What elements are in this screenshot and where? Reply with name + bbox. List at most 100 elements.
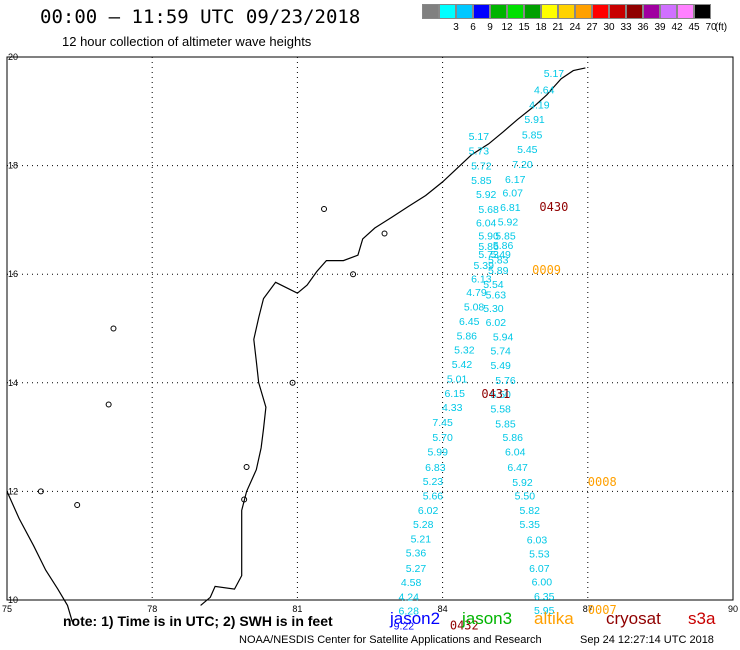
- wave-height-value: 6.28: [399, 606, 420, 618]
- wave-height-value: 4.64: [534, 84, 555, 96]
- map-title: 00:00 — 11:59 UTC 09/23/2018: [40, 6, 361, 28]
- wave-height-value: 6.07: [503, 188, 524, 200]
- color-scale-cell: [541, 4, 558, 19]
- pass-time-label: 0431: [481, 387, 510, 401]
- color-scale-label: 39: [654, 22, 666, 33]
- color-scale-label: 36: [637, 22, 649, 33]
- wave-height-value: 6.04: [505, 447, 526, 459]
- inland-water-body: [110, 325, 117, 332]
- color-scale-cell: [422, 4, 439, 19]
- wave-height-value: 5.86: [503, 432, 524, 444]
- wave-height-value: 5.83: [488, 254, 509, 266]
- wave-height-value: 4.24: [399, 592, 420, 604]
- inland-water-body: [241, 496, 248, 503]
- wave-height-value: 5.82: [520, 505, 541, 517]
- credit-line: NOAA/NESDIS Center for Satellite Applica…: [239, 634, 542, 646]
- color-scale-label: 9: [487, 22, 493, 33]
- wave-height-value: 5.39: [474, 260, 495, 272]
- color-scale-cell: [575, 4, 592, 19]
- wave-height-value: 4.33: [442, 402, 463, 414]
- wave-height-value: 5.36: [406, 548, 427, 560]
- inland-water-body: [350, 271, 357, 278]
- generated-timestamp: Sep 24 12:27:14 UTC 2018: [580, 634, 714, 646]
- wave-height-value: 5.90: [478, 230, 499, 242]
- inland-water-body: [74, 501, 81, 508]
- wave-height-value: 4.79: [466, 287, 487, 299]
- color-scale-cell: [439, 4, 456, 19]
- wave-height-value: 6.35: [534, 591, 555, 603]
- wave-height-value: 5.94: [493, 331, 514, 343]
- wave-height-value: 6.47: [507, 462, 528, 474]
- wave-height-value: 9.22: [394, 620, 415, 632]
- color-scale-cell: [558, 4, 575, 19]
- wave-height-value: 5.95: [534, 605, 555, 617]
- color-scale-cell: [626, 4, 643, 19]
- wave-height-value: 6.02: [486, 317, 507, 329]
- pass-time-label: 0008: [588, 475, 617, 489]
- color-scale-cell: [456, 4, 473, 19]
- latitude-tick-label: 16: [8, 269, 18, 279]
- wave-height-value: 5.58: [490, 404, 511, 416]
- color-scale-cell: [694, 4, 711, 19]
- pass-time-label: 0007: [588, 603, 617, 617]
- wave-height-value: 5.53: [529, 549, 550, 561]
- east-coast-shoreline: [200, 67, 586, 606]
- color-scale-cell: [609, 4, 626, 19]
- inland-water-body: [321, 206, 328, 213]
- legend-altika: altika: [534, 609, 574, 628]
- color-scale-labels: 3 6 9 12 15 18 21 24 27 30 33 36 39 42 45 70 (ft): [422, 22, 740, 34]
- wave-height-value: 6.00: [532, 576, 553, 588]
- wave-height-value: 5.21: [411, 533, 432, 545]
- color-scale-label: 21: [552, 22, 564, 33]
- wave-height-value: 5.91: [524, 114, 545, 126]
- inland-water-body: [381, 230, 388, 237]
- color-scale-cell: [660, 4, 677, 19]
- wave-height-value: 5.72: [471, 160, 492, 172]
- color-scale-cell: [507, 4, 524, 19]
- latitude-tick-label: 14: [8, 378, 18, 388]
- wave-height-value: 6.07: [529, 563, 550, 575]
- wave-height-value: 5.68: [478, 204, 499, 216]
- pass-time-label: 0432: [450, 618, 479, 632]
- wave-height-value: 6.03: [527, 535, 548, 547]
- wave-height-value: 5.17: [544, 68, 565, 80]
- wave-height-value: 5.28: [413, 519, 434, 531]
- color-scale-label: 24: [569, 22, 581, 33]
- color-scale-label: 15: [518, 22, 530, 33]
- wave-height-value: 5.32: [454, 344, 475, 356]
- west-coast-shoreline: [6, 491, 73, 622]
- wave-height-value: 5.63: [486, 290, 507, 302]
- wave-height-value: 5.66: [423, 491, 444, 503]
- wave-height-value: 5.92: [512, 477, 533, 489]
- wave-height-value: 5.86: [493, 240, 514, 252]
- wave-height-value: 5.86: [478, 241, 499, 253]
- wave-height-color-scale: [422, 4, 711, 19]
- wave-height-value: 6.13: [471, 273, 492, 285]
- wave-height-value: 7.20: [512, 159, 533, 171]
- color-scale-label: 42: [671, 22, 683, 33]
- color-scale-label: 27: [586, 22, 598, 33]
- wave-height-value: 6.04: [476, 217, 497, 229]
- color-scale-label: 3: [453, 22, 459, 33]
- legend-jason2: jason2: [390, 609, 441, 628]
- longitude-tick-label: 75: [2, 604, 12, 614]
- wave-height-value: 5.17: [469, 131, 490, 143]
- color-scale-label: 30: [603, 22, 615, 33]
- color-scale-cell: [490, 4, 507, 19]
- footer-note: note: 1) Time is in UTC; 2) SWH is in fe…: [63, 613, 333, 629]
- inland-water-body: [289, 379, 296, 386]
- wave-height-value: 5.73: [478, 249, 499, 261]
- wave-height-value: 4.19: [529, 100, 550, 112]
- pass-time-label: 0430: [539, 200, 568, 214]
- wave-height-value: 4.58: [401, 577, 422, 589]
- wave-height-value: 5.54: [483, 279, 504, 291]
- wave-height-value: 6.02: [418, 505, 439, 517]
- color-scale-label: 12: [501, 22, 513, 33]
- wave-height-value: 5.70: [432, 432, 453, 444]
- wave-height-value: 5.01: [447, 373, 468, 385]
- color-scale-cell: [643, 4, 660, 19]
- wave-height-value: 5.85: [495, 418, 516, 430]
- color-scale-label: 18: [535, 22, 547, 33]
- wave-height-value: 6.83: [425, 462, 446, 474]
- wave-height-value: 5.35: [520, 519, 541, 531]
